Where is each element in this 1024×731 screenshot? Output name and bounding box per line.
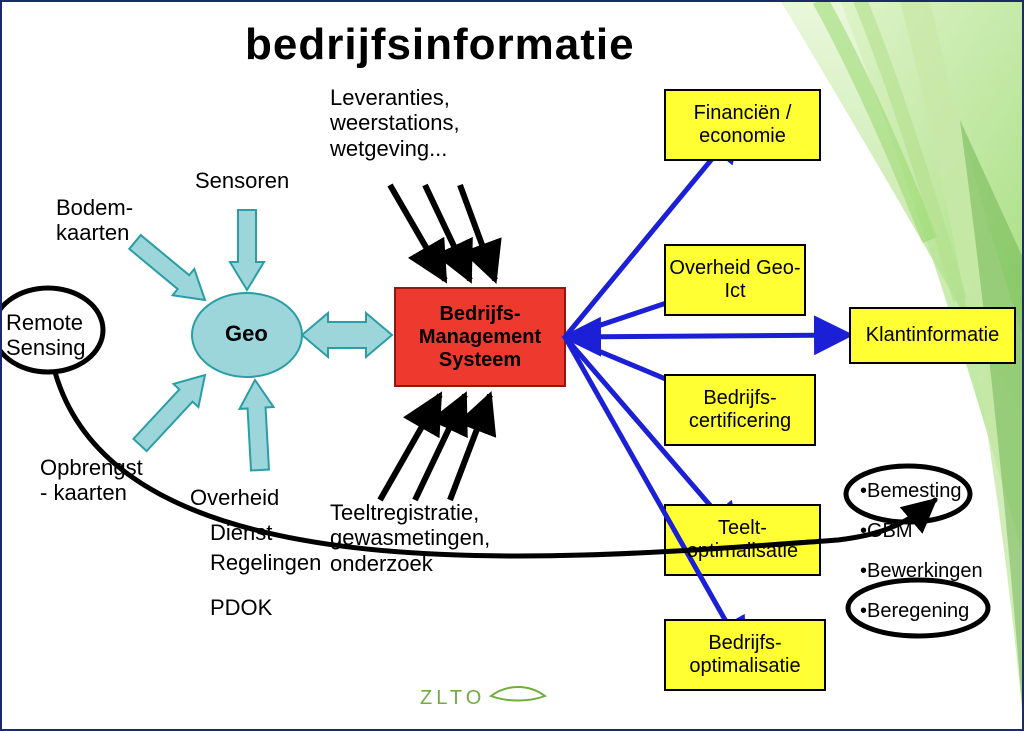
geo-input-label: Overheid xyxy=(190,485,279,510)
bullet-item: •Beregening xyxy=(860,600,969,623)
geo-below-label: PDOK xyxy=(210,595,272,620)
bullet-item: •Bemesting xyxy=(860,480,962,503)
output-box: Financiën / economie xyxy=(665,90,820,160)
bullet-item: •Bewerkingen xyxy=(860,560,983,583)
geo-below-label: Regelingen xyxy=(210,550,321,575)
zlto-logo: ZLTO xyxy=(420,680,555,710)
geo-input-label: Sensoren xyxy=(195,168,289,193)
output-box: Teelt- optimalisatie xyxy=(665,505,820,575)
geo-node-label: Geo xyxy=(225,321,268,346)
output-box: Bedrijfs- certificering xyxy=(665,375,815,445)
bullet-item: •GBM xyxy=(860,520,913,543)
top-inputs-label: Leveranties, weerstations, wetgeving... xyxy=(330,85,460,161)
geo-input-label: Bodem- kaarten xyxy=(56,195,133,246)
page-title: bedrijfsinformatie xyxy=(245,20,635,70)
central-system-box: Bedrijfs- Management Systeem xyxy=(395,288,565,386)
bottom-inputs-label: Teeltregistratie, gewasmetingen, onderzo… xyxy=(330,500,490,576)
geo-below-label: Dienst xyxy=(210,520,272,545)
geo-input-label: Opbrengst - kaarten xyxy=(40,455,143,506)
remote-sensing-label: Remote Sensing xyxy=(6,310,86,361)
output-box: Klantinformatie xyxy=(850,308,1015,363)
output-box: Overheid Geo-Ict xyxy=(665,245,805,315)
output-box: Bedrijfs- optimalisatie xyxy=(665,620,825,690)
